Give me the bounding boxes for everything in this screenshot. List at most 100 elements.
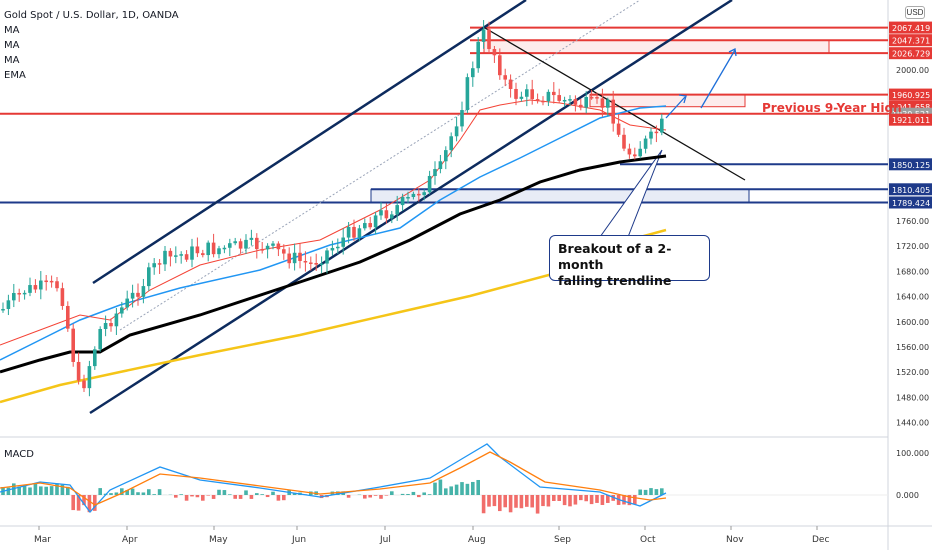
candle-body (174, 255, 178, 257)
x-tick-label: Jul (379, 535, 391, 545)
candle-body (395, 205, 399, 215)
macd-label[interactable]: MACD (4, 449, 34, 460)
price-tag (889, 34, 932, 47)
candle-body (271, 243, 275, 246)
y-tick-label: 1680.00 (896, 267, 929, 276)
candle-body (633, 154, 637, 157)
macd-histogram-bar (638, 489, 642, 495)
candle-body (12, 292, 16, 301)
macd-tick-label: 100.000 (896, 449, 929, 458)
macd-histogram-bar (114, 492, 119, 495)
candle-body (233, 241, 237, 244)
macd-histogram-bar (222, 490, 227, 495)
candle-body (238, 241, 243, 249)
candle-body (579, 104, 583, 108)
macd-histogram-bar (33, 483, 38, 495)
y-tick-label: 1760.00 (896, 217, 929, 226)
candle-body (654, 131, 659, 134)
breakout-callout: Breakout of a 2-month falling trendline (549, 235, 710, 288)
candle-body (433, 169, 437, 176)
price-tag (889, 21, 932, 34)
macd-histogram-bar (201, 495, 205, 501)
macd-histogram-bar (460, 482, 464, 495)
candle-body (109, 322, 113, 327)
x-tick-label: Sep (554, 535, 571, 545)
macd-histogram-bar (379, 495, 383, 499)
macd-histogram-bar (255, 493, 259, 495)
candle-body (222, 247, 227, 250)
candle-body (546, 91, 551, 102)
macd-histogram-bar (498, 495, 502, 512)
candle-body (157, 263, 162, 265)
candle-body (298, 252, 302, 261)
y-tick-label: 1560.00 (896, 343, 929, 352)
candle-body (638, 148, 642, 157)
indicator-ma-2[interactable]: MA (4, 40, 20, 51)
macd-histogram-bar (600, 495, 605, 505)
macd-histogram-bar (449, 486, 453, 495)
macd-histogram-bar (438, 479, 443, 495)
candle-body (595, 97, 599, 99)
candle-body (141, 286, 146, 297)
macd-histogram-bar (422, 492, 426, 495)
macd-histogram-bar (55, 483, 59, 495)
macd-histogram-bar (433, 482, 437, 495)
macd-histogram-bar (179, 494, 183, 495)
macd-histogram-bar (17, 486, 21, 495)
macd-histogram-bar (546, 495, 551, 507)
macd-histogram-bar (465, 483, 470, 495)
candle-body (244, 239, 248, 249)
macd-histogram-bar (336, 491, 340, 495)
candle-body (363, 223, 367, 229)
candle-body (98, 329, 102, 350)
macd-histogram-bar (660, 488, 664, 495)
symbol-title: Gold Spot / U.S. Dollar, 1D, OANDA (4, 10, 179, 21)
candle-body (390, 214, 394, 219)
macd-histogram-bar (384, 495, 389, 496)
candle-body (120, 307, 124, 314)
indicator-ma-3[interactable]: MA (4, 55, 20, 66)
currency-tag[interactable]: USD (905, 6, 925, 19)
candle-body (93, 349, 97, 367)
candle-body (114, 313, 119, 327)
candle-body (589, 97, 594, 99)
candle-body (384, 210, 389, 219)
macd-histogram-bar (244, 490, 248, 495)
candle-body (82, 380, 86, 389)
candle-body (152, 263, 156, 268)
candle-body (303, 260, 308, 263)
y-tick-label: 1520.00 (896, 368, 929, 377)
macd-histogram-bar (557, 495, 561, 501)
price-tag-label: 1810.405 (892, 186, 930, 195)
candle-body (627, 148, 632, 155)
macd-histogram-bar (71, 495, 75, 511)
indicator-ma-1[interactable]: MA (4, 25, 20, 36)
candle-body (535, 99, 540, 101)
macd-histogram-bar (195, 495, 200, 498)
macd-histogram-bar (444, 488, 448, 495)
macd-histogram-bar (633, 495, 637, 505)
macd-histogram-bar (22, 485, 27, 495)
candle-body (530, 89, 534, 100)
candle-body (557, 95, 561, 101)
x-tick-label: Jun (291, 535, 306, 545)
candle-body (336, 246, 340, 249)
macd-histogram-bar (622, 495, 626, 505)
candle-body (195, 246, 200, 254)
macd-histogram-bar (589, 495, 594, 505)
candle-body (379, 210, 383, 216)
macd-histogram-bar (606, 495, 610, 503)
projection-arrow-1 (665, 96, 686, 119)
candle-body (1, 308, 5, 311)
price-tag-label: 2026.729 (892, 50, 930, 59)
candle-body (6, 300, 11, 309)
macd-histogram-bar (573, 495, 578, 505)
price-tag (889, 88, 932, 101)
price-tag (889, 183, 932, 196)
macd-histogram-bar (514, 495, 518, 508)
indicator-ema[interactable]: EMA (4, 70, 26, 81)
candle-body (255, 237, 259, 250)
candle-body (163, 250, 167, 265)
